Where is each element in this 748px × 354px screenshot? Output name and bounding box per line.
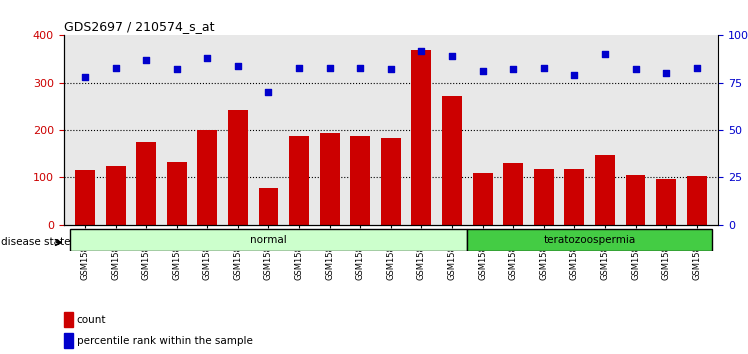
Text: count: count bbox=[76, 315, 106, 325]
Bar bbox=[167, 162, 187, 225]
Bar bbox=[381, 138, 401, 225]
Point bbox=[140, 57, 152, 63]
Bar bbox=[411, 50, 432, 225]
Bar bbox=[259, 188, 278, 225]
Bar bbox=[197, 130, 217, 225]
Bar bbox=[228, 110, 248, 225]
Bar bbox=[75, 170, 95, 225]
Point bbox=[79, 74, 91, 80]
Bar bbox=[105, 166, 126, 225]
Bar bbox=[289, 136, 309, 225]
Bar bbox=[687, 176, 707, 225]
Point bbox=[293, 65, 305, 70]
Bar bbox=[468, 229, 712, 251]
Point bbox=[355, 65, 367, 70]
Point bbox=[232, 63, 244, 69]
Point bbox=[415, 48, 427, 53]
Text: percentile rank within the sample: percentile rank within the sample bbox=[76, 336, 253, 346]
Point bbox=[538, 65, 550, 70]
Bar bbox=[70, 229, 468, 251]
Bar bbox=[442, 96, 462, 225]
Bar bbox=[350, 136, 370, 225]
Bar bbox=[595, 155, 615, 225]
Point bbox=[201, 55, 213, 61]
Bar bbox=[503, 163, 523, 225]
Point bbox=[660, 70, 672, 76]
Point bbox=[507, 67, 519, 72]
Text: disease state: disease state bbox=[1, 238, 71, 247]
Point bbox=[171, 67, 183, 72]
Bar bbox=[319, 133, 340, 225]
Text: teratozoospermia: teratozoospermia bbox=[544, 235, 636, 245]
Point bbox=[263, 89, 275, 95]
Point bbox=[690, 65, 702, 70]
Point bbox=[324, 65, 336, 70]
Point bbox=[110, 65, 122, 70]
Bar bbox=[534, 169, 554, 225]
Bar bbox=[625, 175, 646, 225]
Bar bbox=[473, 173, 492, 225]
Point bbox=[568, 72, 580, 78]
Bar bbox=[656, 179, 676, 225]
Point bbox=[384, 67, 396, 72]
Bar bbox=[64, 312, 73, 327]
Point bbox=[599, 51, 611, 57]
Point bbox=[446, 53, 458, 59]
Bar bbox=[565, 169, 584, 225]
Text: normal: normal bbox=[250, 235, 287, 245]
Point bbox=[630, 67, 642, 72]
Bar bbox=[64, 333, 73, 348]
Point bbox=[476, 69, 488, 74]
Text: GDS2697 / 210574_s_at: GDS2697 / 210574_s_at bbox=[64, 20, 214, 33]
Bar bbox=[136, 142, 156, 225]
